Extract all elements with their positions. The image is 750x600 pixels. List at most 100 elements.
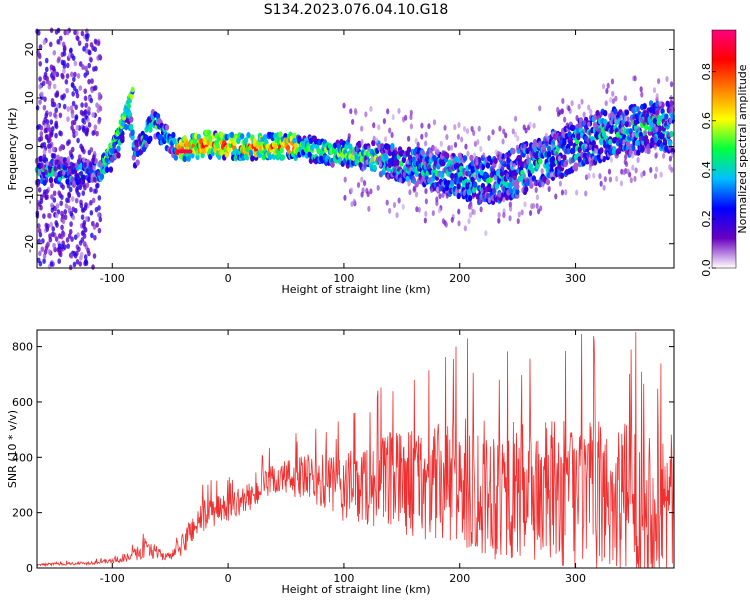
spectrogram-cell xyxy=(667,131,671,138)
spectrogram-cell xyxy=(351,118,355,125)
spectrogram-cell xyxy=(661,152,666,159)
spectrogram-cell xyxy=(48,132,52,139)
spectrogram-cell xyxy=(508,215,512,222)
spectrogram-cell xyxy=(613,117,618,124)
spectrogram-cell xyxy=(575,115,579,122)
spectrogram-cell xyxy=(386,108,390,115)
spectrogram-cell xyxy=(229,131,235,139)
spectrogram-cell xyxy=(468,212,473,219)
spectrogram-cell xyxy=(36,257,41,264)
spectrogram-cell xyxy=(523,201,527,208)
spectrogram-cell xyxy=(76,137,80,144)
spectrogram-cell xyxy=(347,136,351,143)
spectrogram-cell xyxy=(38,99,42,105)
spectrogram-cell xyxy=(624,115,628,122)
spectrogram-cell xyxy=(445,192,449,199)
spectrogram-cell xyxy=(528,121,532,128)
spectrogram-cell xyxy=(615,149,619,156)
snr-frame xyxy=(36,329,675,569)
spectrogram-cell xyxy=(48,136,52,143)
spectrogram-cell xyxy=(406,165,410,172)
spectrogram-cell xyxy=(285,144,291,152)
spectrogram-cell xyxy=(670,151,674,158)
spectrogram-cell xyxy=(279,147,284,154)
snr-y-tick-label: 400 xyxy=(12,451,33,464)
spectrogram-cell xyxy=(444,221,448,228)
spectrogram-cell xyxy=(51,126,55,132)
spectrogram-cell xyxy=(130,86,135,93)
spectrogram-cell xyxy=(491,165,495,172)
spectrogram-cell xyxy=(45,118,50,125)
spectrogram-cell xyxy=(545,162,551,169)
spectrogram-cell xyxy=(479,164,483,171)
spectrogram-cell xyxy=(424,188,428,195)
spectrogram-cell xyxy=(609,144,613,151)
spectrogram-cell xyxy=(80,214,85,220)
spectrogram-cell xyxy=(646,143,651,150)
spectrogram-cell xyxy=(60,243,65,250)
spectrogram-cell xyxy=(87,106,91,112)
spectrogram-cell xyxy=(43,71,48,78)
spectrogram-cell xyxy=(64,203,69,209)
spectrogram-cell xyxy=(44,169,48,176)
spectrogram-cell xyxy=(95,222,99,228)
spectrogram-cell xyxy=(81,190,86,196)
spectrogram-cell xyxy=(267,153,273,161)
spectrogram-cell xyxy=(77,191,81,198)
spectrogram-cell xyxy=(54,212,59,219)
spectrogram-cell xyxy=(89,97,94,104)
spectrogram-cell xyxy=(80,207,85,213)
spectrogram-x-tick-label: -100 xyxy=(100,272,125,285)
spectrogram-cell xyxy=(355,146,359,153)
spectrogram-cell xyxy=(85,36,89,42)
spectrogram-cell xyxy=(51,231,55,238)
spectrogram-cell xyxy=(509,176,513,183)
spectrogram-cell xyxy=(57,233,62,239)
spectrogram-cell xyxy=(416,141,420,148)
spectrogram-cell xyxy=(597,127,602,134)
spectrogram-cell xyxy=(53,171,58,177)
spectrogram-cell xyxy=(494,175,498,182)
spectrogram-cell xyxy=(67,139,71,145)
spectrogram-cell xyxy=(502,158,506,165)
spectrogram-cell xyxy=(460,136,464,143)
spectrogram-cell xyxy=(640,91,644,98)
spectrogram-cell xyxy=(417,206,421,213)
spectrogram-cell xyxy=(262,134,268,141)
spectrogram-cell xyxy=(40,142,45,149)
spectrogram-cell xyxy=(588,161,593,168)
spectrogram-cell xyxy=(55,203,60,209)
spectrogram-cell xyxy=(625,140,631,148)
spectrogram-cell xyxy=(575,189,579,196)
spectrogram-cell xyxy=(564,189,568,196)
spectrogram-cell xyxy=(75,35,80,42)
spectrogram-cell xyxy=(65,73,70,79)
spectrogram-cell xyxy=(571,124,576,132)
spectrogram-cell xyxy=(599,138,604,146)
spectrogram-cell xyxy=(497,211,501,218)
spectrogram-cell xyxy=(485,162,491,169)
spectrogram-cell xyxy=(76,73,81,79)
spectrogram-y-ticks: -20 -10 0 10 20 xyxy=(23,42,674,253)
spectrogram-cell xyxy=(81,64,85,70)
spectrogram-cell xyxy=(515,183,520,190)
spectrogram-cell xyxy=(84,102,88,108)
spectrogram-cell xyxy=(54,123,59,130)
spectrogram-cell xyxy=(135,159,140,166)
spectrogram-cell xyxy=(409,123,414,130)
spectrogram-cell xyxy=(462,126,467,133)
spectrogram-cell xyxy=(360,125,364,132)
spectrogram-cell xyxy=(64,162,69,168)
spectrogram-cell xyxy=(96,107,101,114)
spectrogram-cell xyxy=(557,155,562,162)
spectrogram-cell xyxy=(56,171,61,178)
spectrogram-cell xyxy=(418,174,422,181)
spectrogram-cell xyxy=(62,44,67,51)
spectrogram-cell xyxy=(526,154,530,161)
spectrogram-cell xyxy=(59,200,63,207)
spectrogram-cell xyxy=(613,108,618,115)
spectrogram-cell xyxy=(428,152,433,159)
spectrogram-cell xyxy=(83,95,88,102)
spectrogram-cell xyxy=(584,190,588,197)
spectrogram-cell xyxy=(462,190,466,197)
